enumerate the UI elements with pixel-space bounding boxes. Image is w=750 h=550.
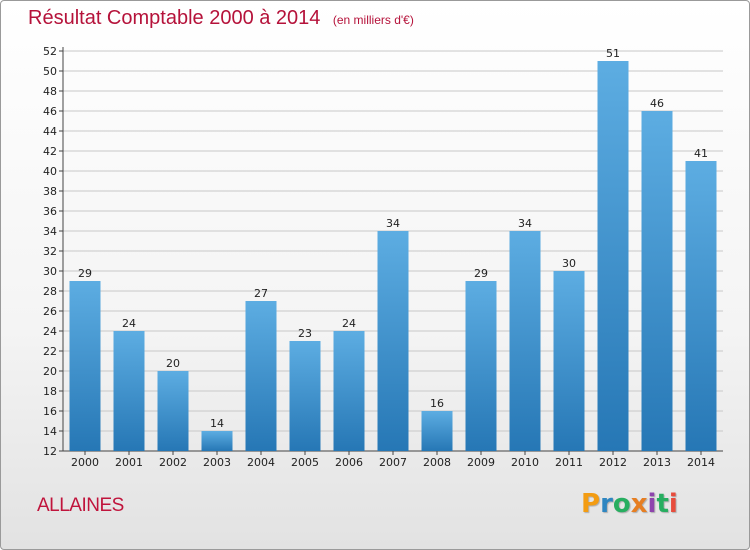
x-tick-label-2007: 2007: [379, 456, 407, 469]
value-label-2008: 16: [430, 397, 444, 410]
bar-2008: [421, 411, 453, 451]
value-label-2001: 24: [122, 317, 136, 330]
bar-2009: [465, 281, 497, 451]
x-tick-label-2009: 2009: [467, 456, 495, 469]
value-label-2000: 29: [78, 267, 92, 280]
bars: [69, 61, 717, 451]
logo-letter: i: [668, 489, 678, 519]
y-tick-label: 26: [43, 305, 57, 318]
x-tick-label-2012: 2012: [599, 456, 627, 469]
x-axis-labels: 2000 2001 2002 2003 2004 2005 2006 2007 2008 2009…: [71, 451, 715, 469]
x-tick-label-2000: 2000: [71, 456, 99, 469]
logo-letter: x: [630, 489, 648, 519]
bar-2004: [245, 301, 277, 451]
y-tick-label: 46: [43, 105, 57, 118]
commune-name: ALLAINES: [37, 495, 124, 516]
bar-2011: [553, 271, 585, 451]
x-tick-label-2011: 2011: [555, 456, 583, 469]
x-tick-label-2013: 2013: [643, 456, 671, 469]
bar-2002: [157, 371, 189, 451]
bar-2012: [597, 61, 629, 451]
x-tick-label-2002: 2002: [159, 456, 187, 469]
x-tick-label-2008: 2008: [423, 456, 451, 469]
value-label-2002: 20: [166, 357, 180, 370]
x-tick-label-2010: 2010: [511, 456, 539, 469]
bar-2003: [201, 431, 233, 451]
y-tick-label: 22: [43, 345, 57, 358]
y-tick-label: 52: [43, 45, 57, 58]
value-label-2014: 41: [694, 147, 708, 160]
value-label-2006: 24: [342, 317, 356, 330]
bar-2014: [685, 161, 717, 451]
value-label-2010: 34: [518, 217, 532, 230]
x-tick-label-2005: 2005: [291, 456, 319, 469]
value-label-2013: 46: [650, 97, 664, 110]
value-label-2003: 14: [210, 417, 224, 430]
y-tick-label: 30: [43, 265, 57, 278]
y-tick-label: 14: [43, 425, 57, 438]
y-tick-label: 38: [43, 185, 57, 198]
y-tick-label: 12: [43, 445, 57, 458]
bar-2000: [69, 281, 101, 451]
x-tick-label-2001: 2001: [115, 456, 143, 469]
chart-title: Résultat Comptable 2000 à 2014 (en milli…: [28, 7, 414, 30]
y-tick-label: 48: [43, 85, 57, 98]
value-label-2012: 51: [606, 47, 620, 60]
y-tick-label: 42: [43, 145, 57, 158]
y-tick-label: 44: [43, 125, 57, 138]
logo-letter: t: [656, 489, 669, 519]
x-tick-label-2003: 2003: [203, 456, 231, 469]
logo-letter: r: [600, 489, 613, 519]
y-tick-label: 24: [43, 325, 57, 338]
bar-2007: [377, 231, 409, 451]
chart-subtitle: (en milliers d'€): [332, 13, 414, 27]
y-tick-label: 32: [43, 245, 57, 258]
y-tick-label: 20: [43, 365, 57, 378]
value-labels: 29 24 20 14 27 23 24 34 16 29 34 30 51 46 41: [78, 47, 708, 430]
y-tick-label: 28: [43, 285, 57, 298]
chart-title-text: Résultat Comptable 2000 à 2014: [28, 7, 321, 29]
value-label-2005: 23: [298, 327, 312, 340]
x-tick-label-2004: 2004: [247, 456, 275, 469]
value-label-2007: 34: [386, 217, 400, 230]
bar-2005: [289, 341, 321, 451]
x-tick-label-2006: 2006: [335, 456, 363, 469]
y-tick-label: 50: [43, 65, 57, 78]
value-label-2004: 27: [254, 287, 268, 300]
bar-2006: [333, 331, 365, 451]
y-tick-label: 16: [43, 405, 57, 418]
bar-2013: [641, 111, 673, 451]
value-label-2011: 30: [562, 257, 576, 270]
bar-2001: [113, 331, 145, 451]
y-tick-label: 18: [43, 385, 57, 398]
y-tick-label: 34: [43, 225, 57, 238]
x-tick-label-2014: 2014: [687, 456, 715, 469]
value-label-2009: 29: [474, 267, 488, 280]
bar-2010: [509, 231, 541, 451]
proxiti-logo: Proxiti: [581, 489, 678, 519]
logo-letter: o: [612, 489, 631, 519]
y-tick-label: 36: [43, 205, 57, 218]
logo-letter: P: [581, 489, 601, 519]
y-tick-label: 40: [43, 165, 57, 178]
logo-letter: i: [647, 489, 657, 519]
